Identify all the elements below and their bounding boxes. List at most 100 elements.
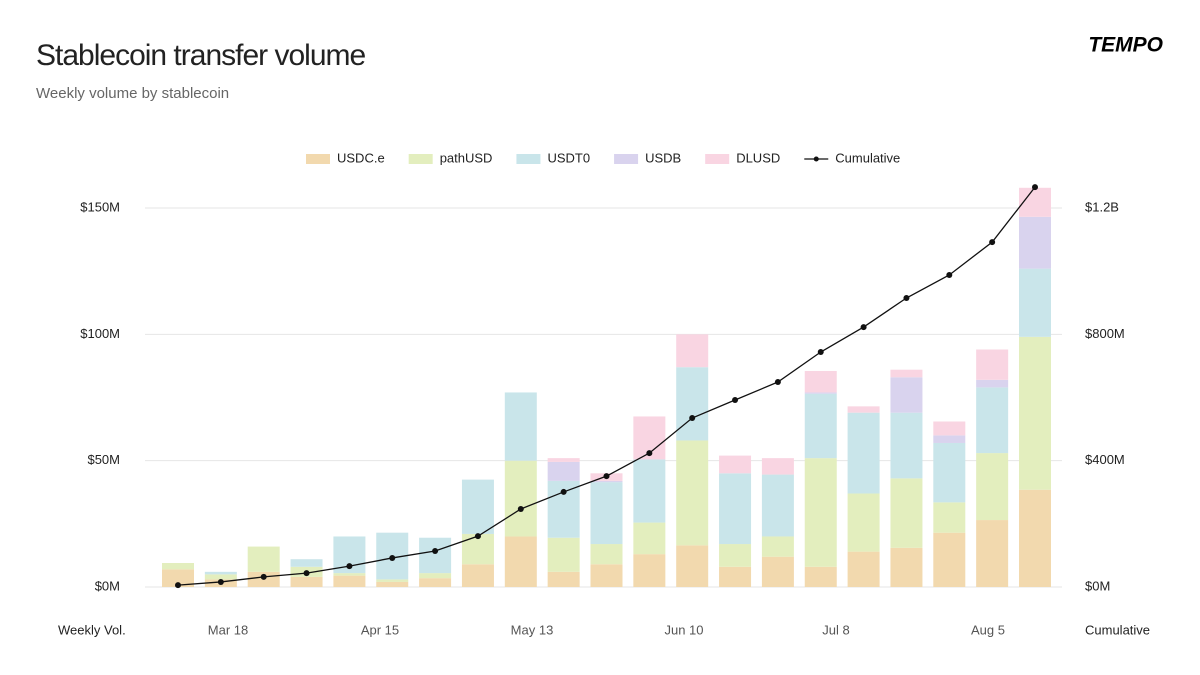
bar-segment <box>1019 489 1051 587</box>
bar-segment <box>976 349 1009 380</box>
cumulative-point <box>260 573 267 580</box>
bar-segment <box>590 480 623 483</box>
y-tick-label: $150M <box>80 199 120 214</box>
y2-tick-label: $1.2B <box>1085 199 1119 214</box>
bar-segment <box>847 551 880 587</box>
legend-swatch <box>614 154 639 164</box>
bar-segment <box>419 573 452 579</box>
bar-segment <box>376 579 409 582</box>
bar-segment <box>204 571 237 575</box>
y-axis-label: Weekly Vol. <box>58 622 126 637</box>
cumulative-point <box>989 239 996 246</box>
legend-label: USDB <box>645 150 681 165</box>
bar-segment <box>333 573 366 576</box>
legend-label: DLUSD <box>736 150 780 165</box>
bar-segment <box>547 537 580 572</box>
bar-segment <box>890 412 923 479</box>
bar-segment <box>419 578 452 587</box>
bar-segment <box>719 455 752 474</box>
bar-segment <box>204 574 237 580</box>
bar-segment <box>933 532 966 587</box>
bar-segment <box>676 334 709 368</box>
chart-title: Stablecoin transfer volume <box>36 39 365 72</box>
bar-segment <box>590 544 623 565</box>
bar-segment <box>761 536 794 557</box>
y-tick-label: $0M <box>95 578 120 593</box>
cumulative-point <box>817 349 824 356</box>
bar-segment <box>761 474 794 537</box>
bar-segment <box>633 554 666 587</box>
bar-segment <box>933 435 966 443</box>
bar-segment <box>1019 268 1051 337</box>
bar-segment <box>890 377 923 413</box>
y-tick-label: $50M <box>87 452 120 467</box>
cumulative-point <box>217 578 224 585</box>
x-tick-label: May 13 <box>511 622 554 637</box>
cumulative-point <box>1032 184 1038 191</box>
bar-segment <box>633 459 666 523</box>
x-tick-label: Jun 10 <box>664 622 703 637</box>
bar-segment <box>804 393 837 459</box>
bar-segment <box>633 522 666 555</box>
cumulative-point <box>303 570 310 577</box>
legend-label: USDC.e <box>337 150 385 165</box>
bar-segment <box>804 458 837 567</box>
x-tick-label: Jul 8 <box>822 622 849 637</box>
cumulative-point <box>474 533 481 540</box>
cumulative-point <box>560 488 567 495</box>
legend-swatch <box>306 154 330 164</box>
bar-segment <box>804 566 837 587</box>
cumulative-point <box>946 271 953 278</box>
bar-segment <box>761 556 794 587</box>
y2-tick-label: $800M <box>1085 326 1125 341</box>
x-tick-label: Apr 15 <box>361 622 399 637</box>
bar-segment <box>976 387 1009 454</box>
bar-segment <box>162 569 194 587</box>
y2-axis-label: Cumulative <box>1085 622 1150 637</box>
x-tick-label: Mar 18 <box>208 622 248 637</box>
bar-segment <box>162 562 194 570</box>
cumulative-point <box>732 397 739 404</box>
cumulative-point <box>903 295 910 302</box>
bar-segment <box>590 564 623 587</box>
bar-segment <box>933 502 966 533</box>
cumulative-point <box>774 379 781 386</box>
y2-tick-label: $0M <box>1085 578 1110 593</box>
bar-segment <box>933 421 966 436</box>
bar-segment <box>247 546 280 572</box>
legend-label: USDT0 <box>547 150 590 165</box>
bar-segment <box>676 367 709 441</box>
legend-dot <box>813 156 819 162</box>
bar-segment <box>290 576 323 587</box>
bar-segment <box>547 461 580 481</box>
legend-label: pathUSD <box>440 150 493 165</box>
cumulative-point <box>346 563 353 570</box>
bar-segment <box>933 442 966 503</box>
y2-tick-label: $400M <box>1085 452 1125 467</box>
bar-segment <box>547 458 580 462</box>
bar-segment <box>547 571 580 587</box>
bar-segment <box>290 559 323 567</box>
bar-segment <box>890 478 923 548</box>
bar-segment <box>461 564 494 587</box>
bar-segment <box>504 460 537 537</box>
bar-segment <box>976 520 1009 587</box>
legend-label: Cumulative <box>835 150 900 165</box>
bar-segment <box>676 440 709 546</box>
bar-segment <box>976 379 1009 388</box>
bar-segment <box>847 406 880 413</box>
brand-logo: TEMPO <box>1088 34 1163 57</box>
bar-segment <box>976 453 1009 521</box>
bar-segment <box>847 493 880 552</box>
cumulative-point <box>603 473 610 480</box>
cumulative-point <box>175 582 181 589</box>
bar-segment <box>890 547 923 587</box>
cumulative-point <box>389 554 396 561</box>
bar-segment <box>1019 336 1051 490</box>
bar-segment <box>504 536 537 587</box>
cumulative-point <box>432 547 439 554</box>
bar-segment <box>847 412 880 494</box>
bar-segment <box>719 566 752 587</box>
